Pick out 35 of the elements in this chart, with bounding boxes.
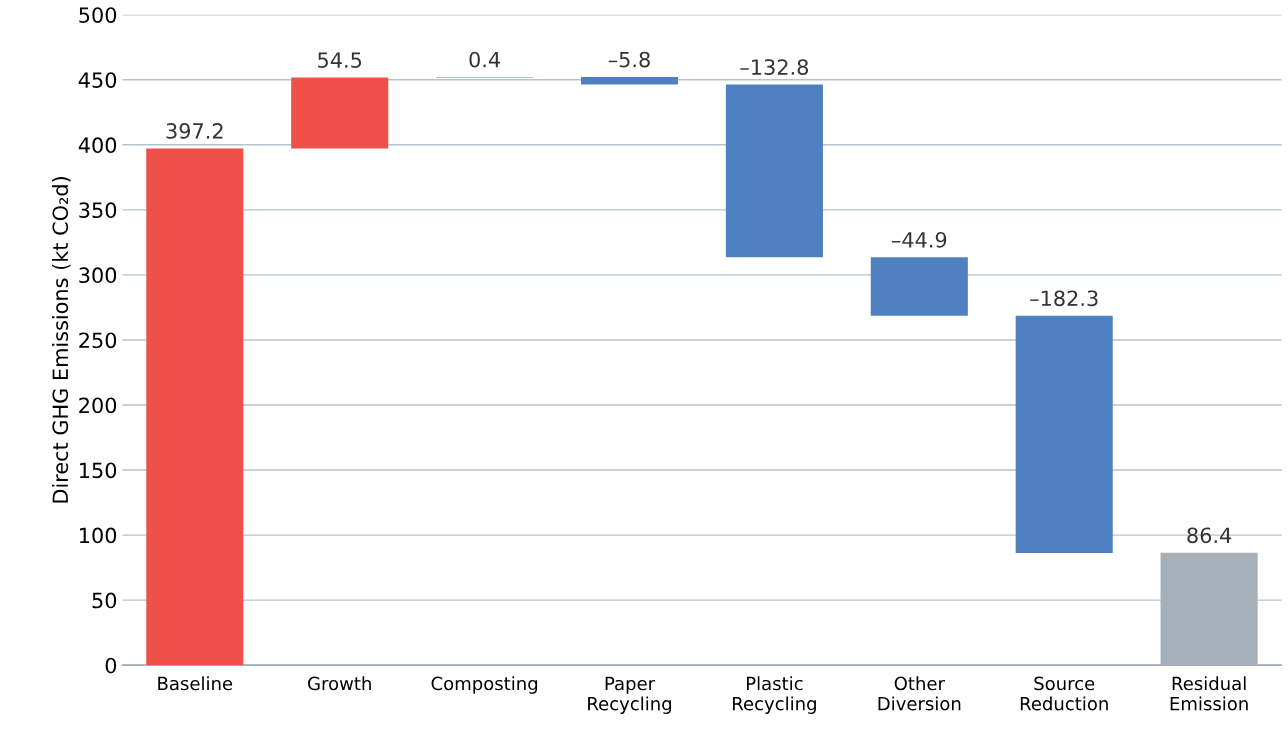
x-tick-label: Paper Recycling [588,676,672,714]
y-tick-label: 150 [80,462,117,479]
data-label: 0.4 [469,51,501,68]
x-tick-label: Source Reduction [1020,676,1108,711]
data-label: –5.8 [608,51,650,68]
y-tick-label: 50 [92,592,117,609]
x-tick-label: Residual Emission [1170,676,1248,711]
bar [870,257,968,316]
data-label: 397.2 [166,123,223,139]
data-label: –182.3 [1030,290,1098,307]
y-tick-label: 300 [79,267,117,284]
x-tick-label: Growth [308,676,371,691]
x-tick-label: Other Diversion [878,676,961,711]
data-label: –132.8 [740,59,809,75]
y-tick-label: 250 [79,332,117,349]
bar [580,77,679,85]
bar [1015,315,1113,553]
data-label: 86.4 [1187,527,1232,544]
x-tick-label: Baseline [158,676,233,691]
y-tick-label: 200 [79,397,117,414]
bar [146,148,244,666]
y-tick-label: 400 [78,137,117,154]
bar [725,84,823,258]
data-label: –44.9 [891,231,947,248]
y-tick-label: 0 [105,657,117,674]
data-label: 54.5 [318,52,362,68]
y-tick-label: 350 [79,202,117,219]
bar [291,77,389,149]
x-tick-label: Plastic Recycling [733,676,816,714]
y-tick-label: 450 [78,72,117,88]
y-tick-label: 500 [79,7,117,23]
x-tick-label: Composting [431,676,538,694]
bar [1160,552,1258,666]
y-axis-title: Direct GHG Emissions (kt CO₂d) [52,177,71,503]
y-tick-label: 100 [80,527,117,544]
